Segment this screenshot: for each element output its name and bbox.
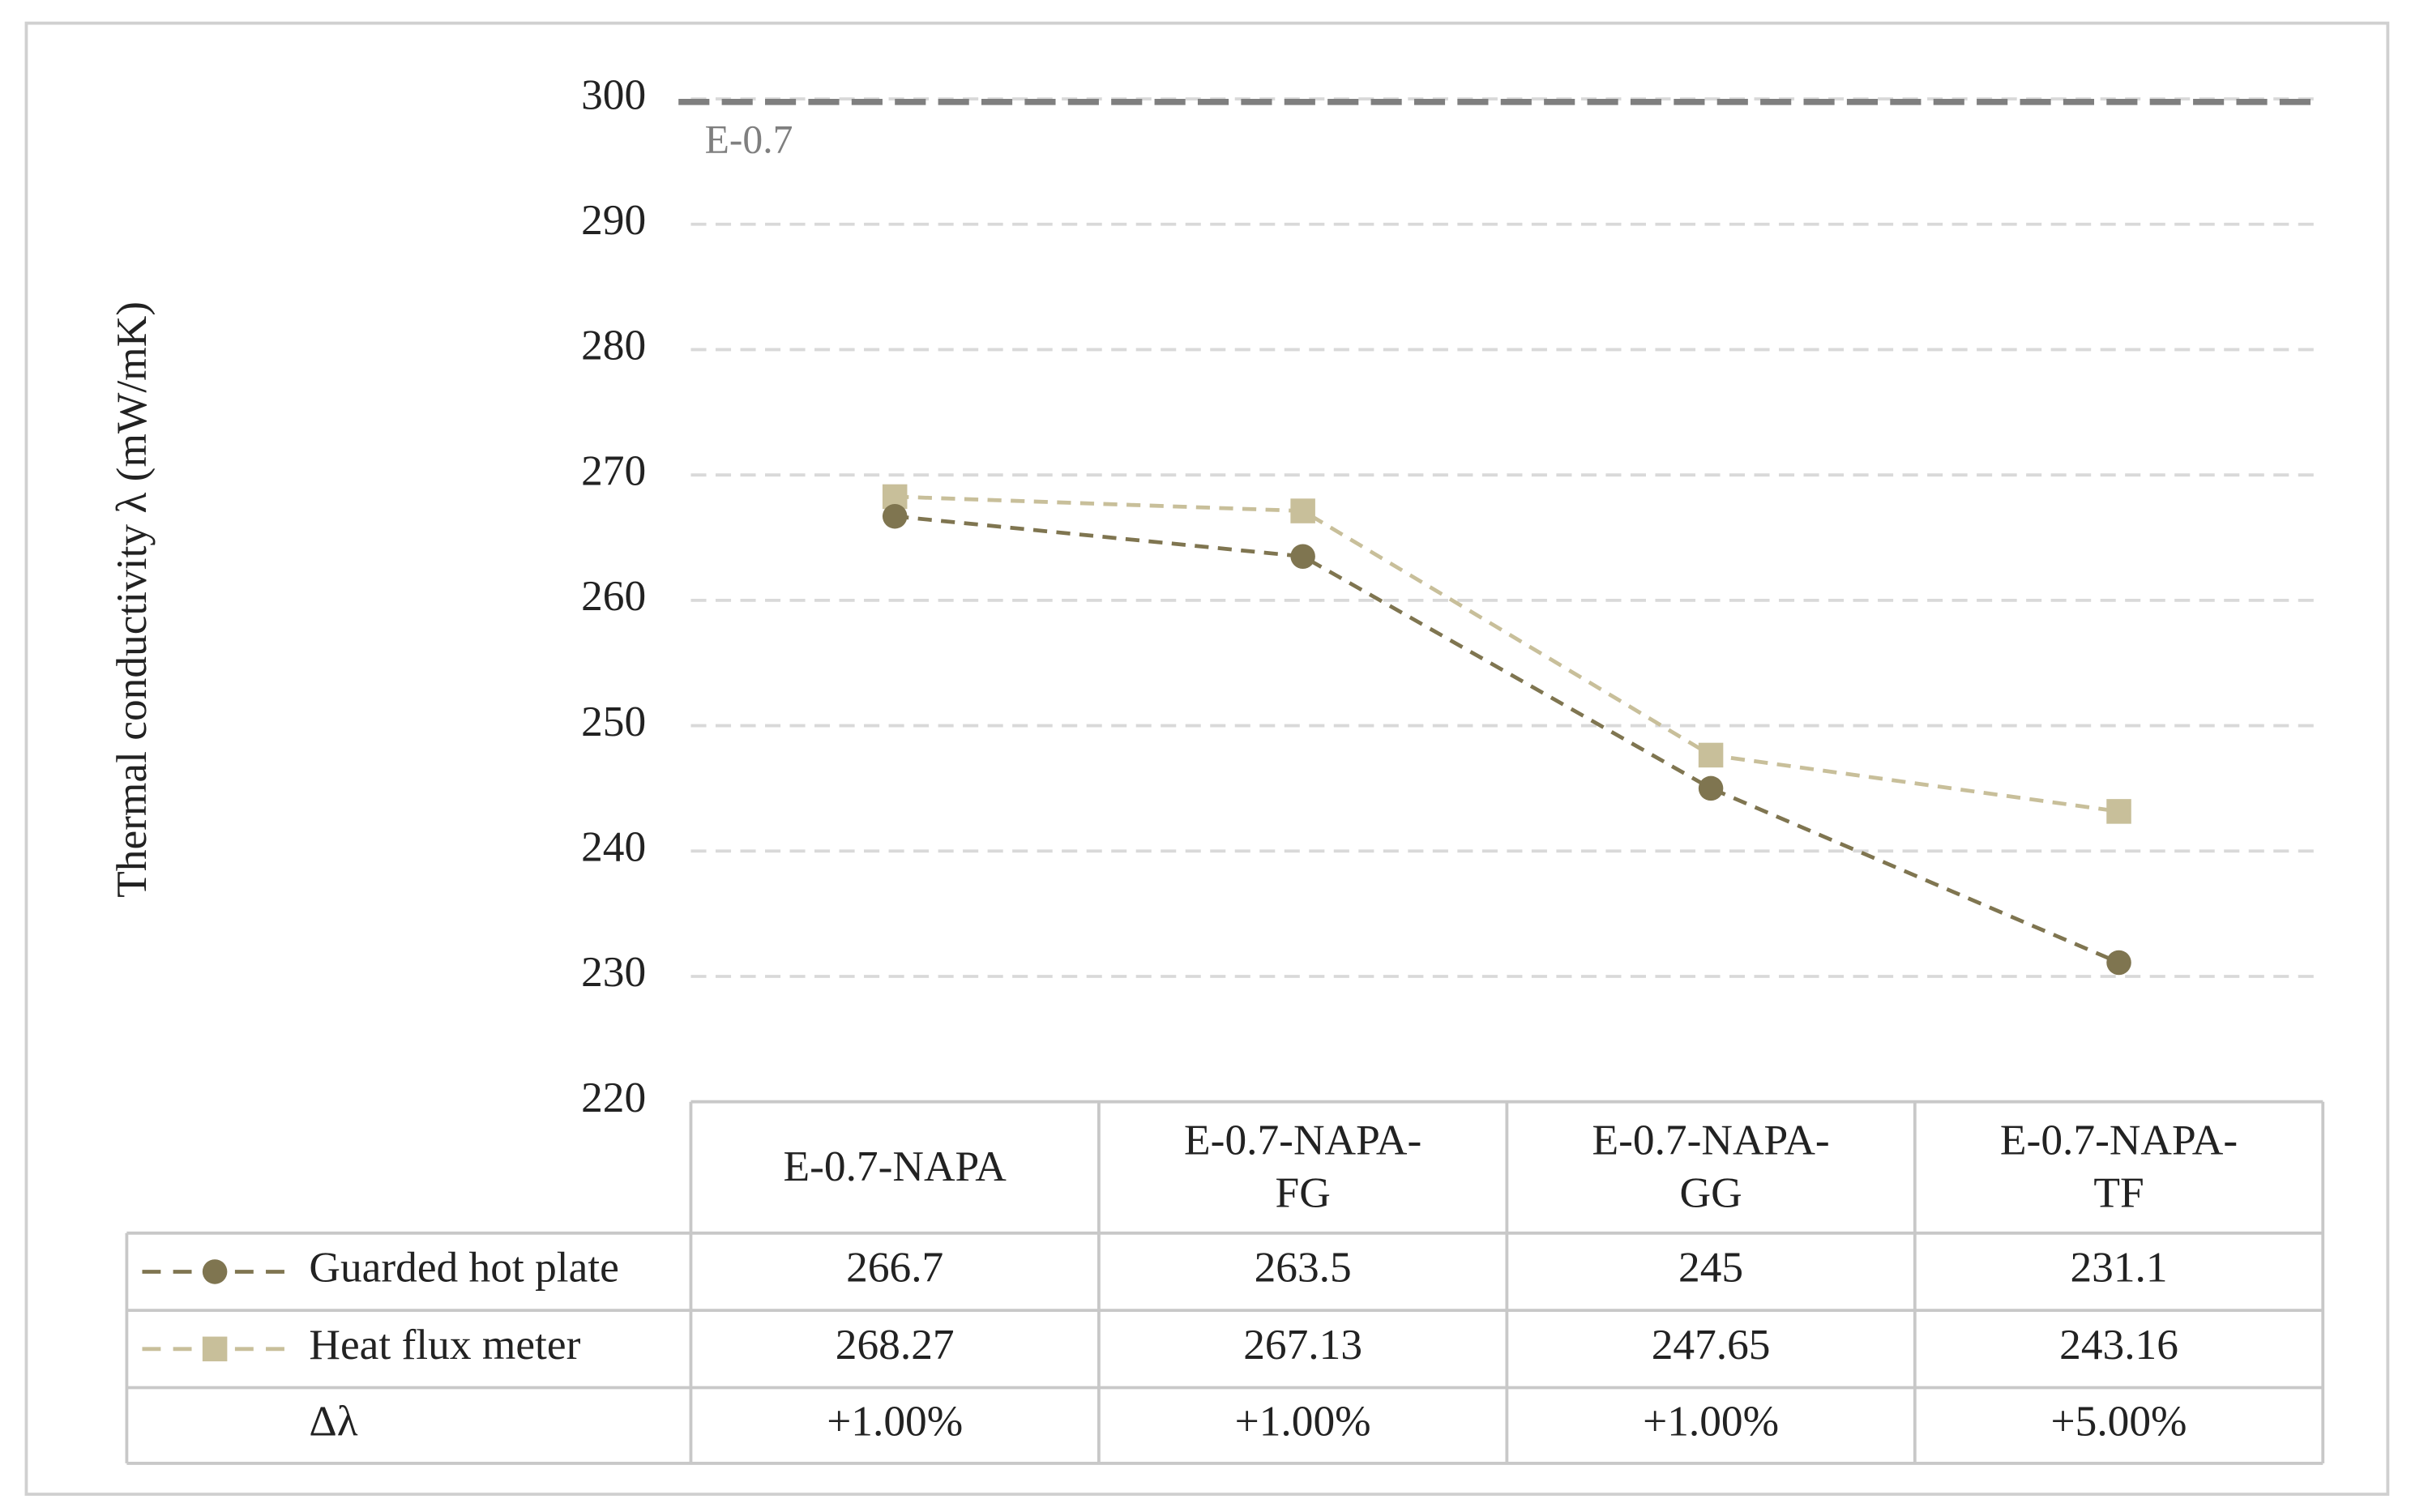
legend-marker [202,1336,228,1362]
marker [2106,950,2131,976]
category-cell: E-0.7-NAPA-FG [1099,1102,1507,1233]
table-value: +5.00% [2051,1396,2187,1445]
x-tick-label: E-0.7-NAPA-TF [1999,1116,2238,1217]
table-value: 268.27 [836,1320,955,1369]
y-tick-label: 270 [581,446,646,494]
table-value: 243.16 [2059,1320,2178,1369]
table-value: +1.00% [1643,1396,1779,1445]
category-cell: E-0.7-NAPA-GG [1507,1102,1914,1233]
category-wrap: E-0.7-NAPA [690,1102,1098,1233]
y-tick-label: 280 [581,321,646,369]
legend-marker [202,1259,228,1284]
legend-label: Heat flux meter [309,1320,580,1369]
y-axis-label: Thermal conductivity λ (mW/mK) [107,301,156,898]
category-cell: E-0.7-NAPA-TF [1915,1102,2323,1233]
x-tick-label: E-0.7-NAPA-GG [1592,1116,1830,1217]
marker [882,503,908,529]
y-tick-label: 260 [581,571,646,620]
y-tick-label: 250 [581,697,646,745]
marker [1290,544,1315,569]
table-value: 231.1 [2070,1243,2167,1292]
legend-label: Guarded hot plate [309,1243,618,1292]
marker [1698,775,1724,801]
data-table: E-0.7-NAPA E-0.7-NAPA-FG E-0.7-NAPA-GG E-0.… [125,1100,2325,1465]
y-tick-label: 300 [581,70,646,118]
x-tick-label: E-0.7-NAPA [783,1143,1007,1191]
category-cell: E-0.7-NAPA [690,1102,1098,1233]
table-value: +1.00% [1235,1396,1371,1445]
marker [2106,799,2131,824]
table-value: 247.65 [1652,1320,1771,1369]
row-label: Δλ [309,1396,357,1445]
y-tick-label: 240 [581,822,646,871]
category-wrap: E-0.7-NAPA-GG [1507,1102,1914,1233]
table-value: 266.7 [846,1243,943,1292]
reference-label: E-0.7 [705,117,793,162]
category-wrap: E-0.7-NAPA-FG [1099,1102,1507,1233]
x-tick-label: E-0.7-NAPA-FG [1184,1116,1422,1217]
category-wrap: E-0.7-NAPA-TF [1915,1102,2323,1233]
chart-border [24,21,2390,1496]
series-line [894,514,2120,965]
marker [1698,742,1724,768]
table-value: 267.13 [1243,1320,1362,1369]
marker [1290,498,1315,523]
table-value: 245 [1678,1243,1743,1292]
table-value: 263.5 [1255,1243,1352,1292]
table-value: +1.00% [827,1396,963,1445]
y-tick-label: 290 [581,195,646,244]
y-tick-label: 230 [581,947,646,996]
y-tick-label: 220 [581,1073,646,1121]
series-line [895,494,2119,814]
